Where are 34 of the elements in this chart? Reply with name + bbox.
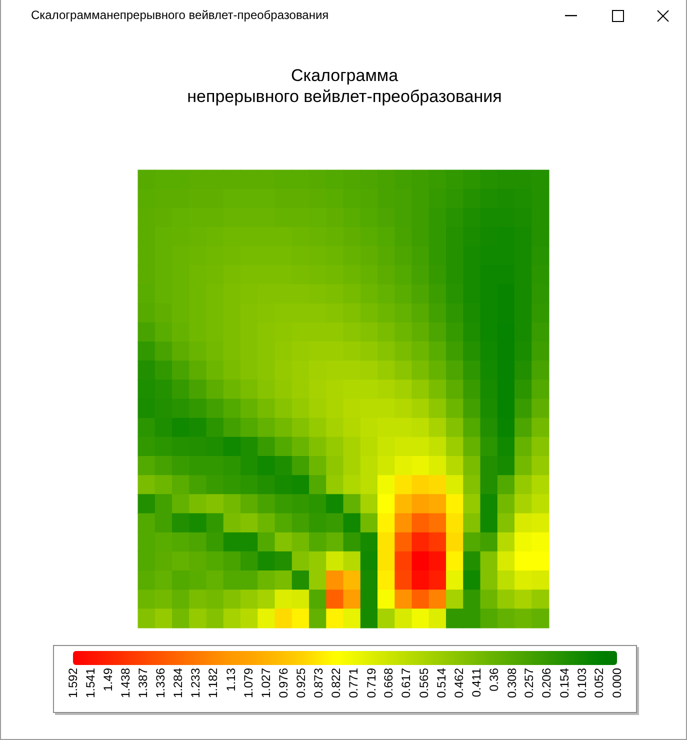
color-bar-label: 1.541 xyxy=(83,668,98,698)
color-bar-label: 1.49 xyxy=(100,668,115,692)
color-bar-label: 0.462 xyxy=(452,668,466,698)
color-bar-label: 0.154 xyxy=(557,668,572,698)
color-bar-label: 1.079 xyxy=(241,668,256,698)
color-bar-label: 0.103 xyxy=(574,668,589,698)
color-bar-label: 1.284 xyxy=(171,668,186,698)
color-bar-label: 0.257 xyxy=(522,668,536,698)
color-bar-label: 0.308 xyxy=(504,668,519,698)
color-bar-label: 0.873 xyxy=(312,668,326,698)
color-bar-label: 1.387 xyxy=(136,668,150,698)
color-bar-label: 0.411 xyxy=(470,668,484,698)
color-bar-label: 0.000 xyxy=(610,668,624,698)
color-bar-label: 0.36 xyxy=(486,668,501,692)
color-bar-label: 0.771 xyxy=(346,668,361,698)
color-bar-label: 0.822 xyxy=(329,668,344,698)
chart-title: Скалограмма непрерывного вейвлет-преобразования xyxy=(187,66,502,106)
color-bar-label: 1.336 xyxy=(153,668,168,698)
text: Скалограмманепрерывного вейвлет-преобразования xyxy=(31,8,329,22)
color-bar-label: 0.052 xyxy=(592,668,606,698)
color-bar-label: 0.514 xyxy=(434,668,448,698)
color-bar-label: 1.182 xyxy=(206,668,220,698)
color-bar-label: 1.13 xyxy=(224,668,238,692)
color-bar-label: 0.206 xyxy=(540,668,554,698)
color-bar-label: 0.925 xyxy=(294,668,308,698)
color-bar-label: 1.027 xyxy=(259,668,274,698)
color-bar-label: 1.592 xyxy=(66,668,80,698)
color-bar-label: 0.719 xyxy=(364,668,378,698)
color-bar-label: 1.233 xyxy=(188,668,203,698)
color-bar-label: 0.565 xyxy=(416,668,431,698)
color-bar-label: 1.438 xyxy=(118,668,133,698)
color-bar-label: 0.668 xyxy=(382,668,396,698)
color-bar-label: 0.617 xyxy=(399,668,414,698)
color-bar-label: 0.976 xyxy=(276,668,290,698)
